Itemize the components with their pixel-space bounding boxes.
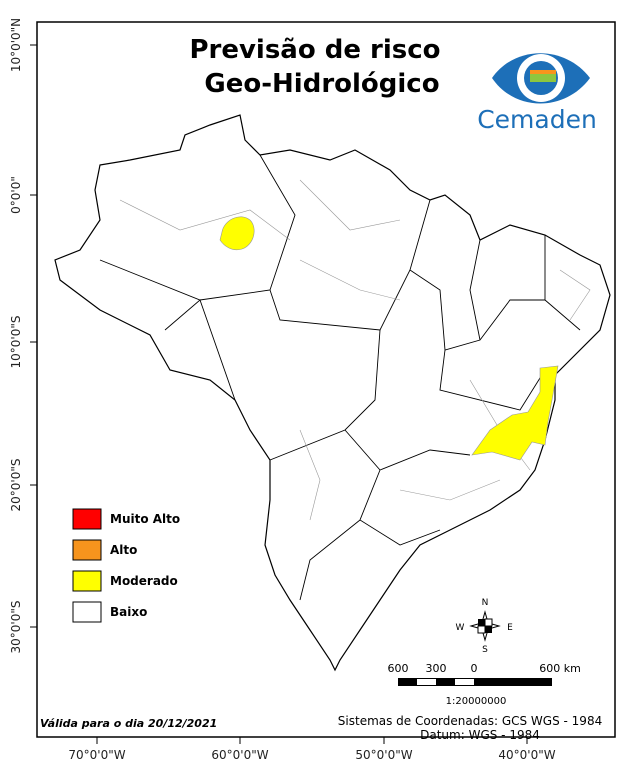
compass-n: N bbox=[482, 598, 489, 608]
scale-label: 0 bbox=[471, 662, 478, 675]
compass-e: E bbox=[507, 623, 513, 633]
legend-swatch bbox=[72, 508, 102, 530]
state-borders bbox=[99, 154, 581, 601]
legend-label: Moderado bbox=[110, 574, 178, 588]
title: Geo-Hidrológico bbox=[204, 69, 439, 99]
scale-ratio: 1:20000000 bbox=[446, 696, 507, 707]
moderate-risk-area bbox=[471, 365, 559, 461]
lat-label: 0°0'0" bbox=[9, 176, 23, 214]
legend-label: Alto bbox=[110, 543, 137, 557]
validity-date: Válida para o dia 20/12/2021 bbox=[40, 717, 217, 730]
compass-s: S bbox=[482, 645, 488, 655]
lon-label: 50°0'0"W bbox=[355, 748, 412, 762]
datum: Datum: WGS - 1984 bbox=[420, 728, 540, 742]
lon-label: 70°0'0"W bbox=[68, 748, 125, 762]
graticule-ticks bbox=[30, 44, 528, 744]
compass-w: W bbox=[456, 623, 465, 633]
legend: Muito Alto Alto Moderado Baixo bbox=[72, 508, 180, 623]
lat-label: 10°0'0"S bbox=[9, 316, 23, 369]
lat-label: 30°0'0"S bbox=[9, 601, 23, 654]
scale-label: 600 bbox=[388, 662, 409, 675]
moderate-risk-area bbox=[219, 216, 255, 251]
legend-label: Baixo bbox=[110, 605, 147, 619]
lon-label: 60°0'0"W bbox=[211, 748, 268, 762]
logo bbox=[492, 53, 590, 104]
legend-swatch bbox=[72, 601, 102, 623]
logo-text: Cemaden bbox=[477, 105, 597, 134]
title: Previsão de risco bbox=[189, 35, 440, 65]
lat-label: 20°0'0"S bbox=[9, 459, 23, 512]
country-outline bbox=[54, 114, 611, 672]
compass-rose bbox=[469, 610, 501, 642]
coordinate-system: Sistemas de Coordenadas: GCS WGS - 1984 bbox=[338, 714, 602, 728]
legend-label: Muito Alto bbox=[110, 512, 180, 526]
legend-swatch bbox=[72, 539, 102, 561]
legend-swatch bbox=[72, 570, 102, 592]
lat-label: 10°0'0"N bbox=[9, 18, 23, 72]
scale-label: 600 km bbox=[539, 662, 581, 675]
scale-label: 300 bbox=[426, 662, 447, 675]
lon-label: 40°0'0"W bbox=[498, 748, 555, 762]
scale-bar bbox=[398, 678, 552, 686]
